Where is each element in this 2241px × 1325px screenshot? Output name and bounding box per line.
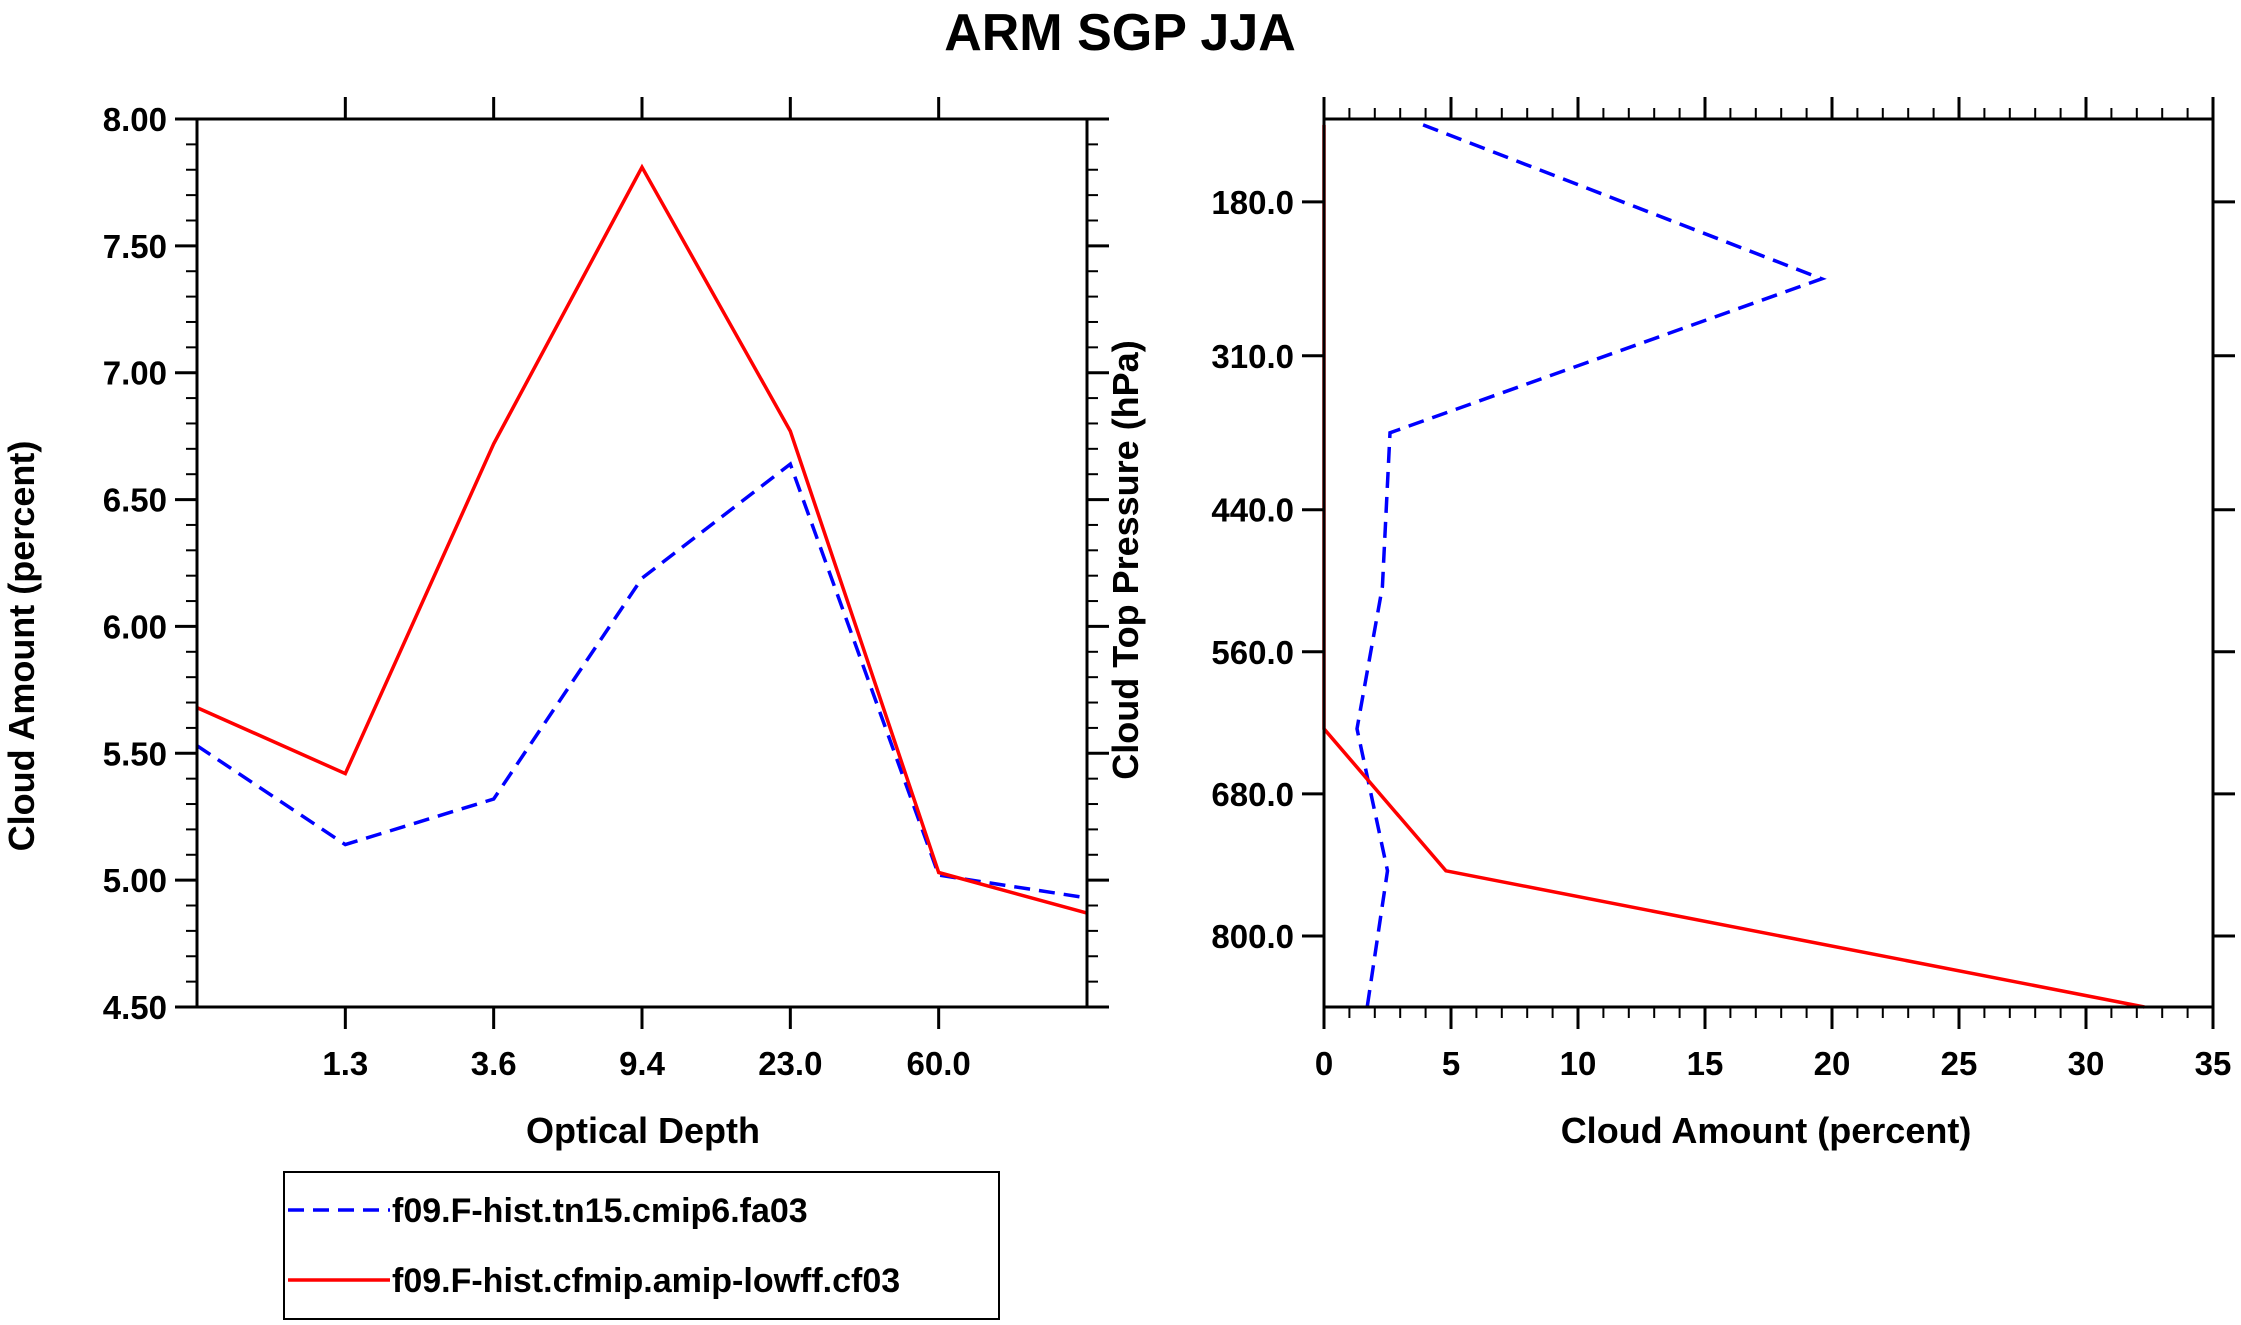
x-tick-label: 30	[2068, 1045, 2105, 1082]
chart-title: ARM SGP JJA	[944, 4, 1296, 62]
y-tick-label: 680.0	[1211, 776, 1294, 813]
optical-depth-plot: 4.50 5.00 5.50 6.00 6.50 7.00 7.50 8.00 1.3 3.6 9.…	[103, 97, 1109, 1082]
x-tick-label: 23.0	[758, 1045, 822, 1082]
y-tick-label: 7.00	[103, 355, 167, 392]
x-axis-label-optical-depth: Optical Depth	[526, 1110, 760, 1151]
y-tick-label: 7.50	[103, 228, 167, 265]
y-tick-label: 4.50	[103, 989, 167, 1026]
x-tick-label: 3.6	[471, 1045, 517, 1082]
y-tick-label: 800.0	[1211, 918, 1294, 955]
x-tick-label: 5	[1442, 1045, 1460, 1082]
y-tick-label: 440.0	[1211, 492, 1294, 529]
plot-frame	[1322, 117, 2215, 1009]
series-line-1	[196, 461, 1088, 900]
y-tick-label: 8.00	[103, 101, 167, 138]
y-tick-label: 6.00	[103, 608, 167, 645]
x-tick-label: 0	[1315, 1045, 1333, 1082]
x-tick-label: 9.4	[619, 1045, 666, 1082]
legend-label-series-2: f09.F-hist.cfmip.amip-lowff.cf03	[392, 1262, 900, 1300]
pressure-profile-plot: 180.0 310.0 440.0 560.0 680.0 800.0 0 5 10 15 20 25…	[1211, 97, 2235, 1082]
x-tick-label: 60.0	[907, 1045, 971, 1082]
x-axis-label-cloud-amount: Cloud Amount (percent)	[1561, 1110, 1972, 1151]
y-axis-label-cloud-top-pressure: Cloud Top Pressure (hPa)	[1105, 340, 1146, 779]
y-tick-label: 5.00	[103, 862, 167, 899]
x-tick-label: 20	[1814, 1045, 1851, 1082]
x-tick-label: 15	[1687, 1045, 1724, 1082]
x-tick-label: 10	[1560, 1045, 1597, 1082]
y-tick-label: 310.0	[1211, 338, 1294, 375]
profile-line-2	[1322, 124, 2145, 1009]
legend-label-series-1: f09.F-hist.tn15.cmip6.fa03	[392, 1192, 808, 1230]
x-tick-label: 1.3	[322, 1045, 368, 1082]
y-tick-label: 560.0	[1211, 634, 1294, 671]
plot-frame	[195, 117, 1089, 1009]
series-line-2	[196, 163, 1088, 915]
profile-line-1	[1355, 123, 1827, 1008]
y-tick-label: 180.0	[1211, 184, 1294, 221]
x-tick-label: 25	[1941, 1045, 1978, 1082]
y-tick-label: 6.50	[103, 482, 167, 519]
y-axis-label-cloud-amount: Cloud Amount (percent)	[1, 441, 42, 852]
y-tick-label: 5.50	[103, 735, 167, 772]
legend: f09.F-hist.tn15.cmip6.fa03 f09.F-hist.cf…	[283, 1171, 1000, 1320]
x-tick-label: 35	[2195, 1045, 2232, 1082]
legend-box	[283, 1171, 1000, 1320]
